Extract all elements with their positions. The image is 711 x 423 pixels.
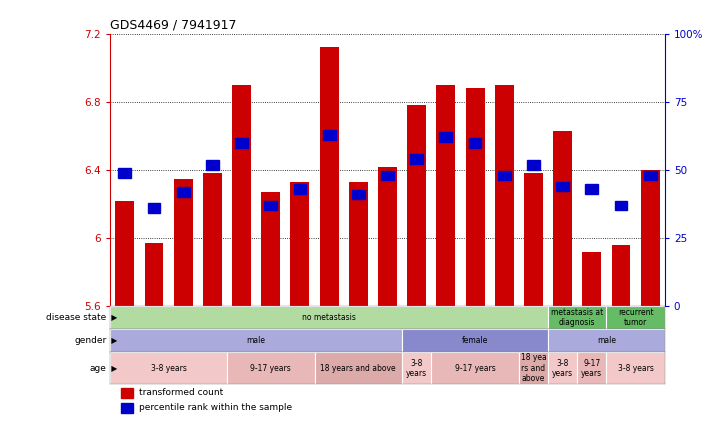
Bar <box>548 352 577 385</box>
Bar <box>290 182 309 306</box>
Bar <box>144 243 164 306</box>
Bar <box>232 85 251 306</box>
Text: age: age <box>90 364 107 373</box>
Bar <box>349 182 368 306</box>
Text: metastasis at
diagnosis: metastasis at diagnosis <box>551 308 604 327</box>
Bar <box>314 352 402 385</box>
Text: 3-8
years: 3-8 years <box>552 359 573 378</box>
Text: female: female <box>462 336 488 345</box>
Bar <box>402 352 432 385</box>
Bar <box>320 47 338 306</box>
Text: 9-17 years: 9-17 years <box>455 364 496 373</box>
Bar <box>548 329 665 352</box>
Text: 3-8 years: 3-8 years <box>618 364 653 373</box>
Text: 3-8
years: 3-8 years <box>406 359 427 378</box>
Bar <box>495 85 514 306</box>
Bar <box>148 203 161 213</box>
Bar <box>115 201 134 306</box>
Text: recurrent
tumor: recurrent tumor <box>618 308 653 327</box>
Text: 9-17 years: 9-17 years <box>250 364 291 373</box>
Text: no metastasis: no metastasis <box>302 313 356 322</box>
Bar <box>469 138 481 148</box>
Bar <box>614 201 627 210</box>
Bar <box>381 170 394 181</box>
Bar <box>402 329 548 352</box>
Text: ▶: ▶ <box>109 336 117 345</box>
Bar <box>577 352 606 385</box>
Text: male: male <box>597 336 616 345</box>
Bar <box>118 168 132 178</box>
Text: gender: gender <box>75 336 107 345</box>
Bar <box>611 245 631 306</box>
Bar <box>439 132 452 142</box>
Bar <box>206 160 219 170</box>
Bar <box>122 403 134 413</box>
Bar <box>466 88 485 306</box>
Text: disease state: disease state <box>46 313 107 322</box>
Text: male: male <box>247 336 266 345</box>
Bar <box>606 352 665 385</box>
Bar <box>323 130 336 140</box>
Bar <box>606 306 665 329</box>
Bar <box>556 181 569 191</box>
Text: 18 years and above: 18 years and above <box>321 364 396 373</box>
Bar <box>203 173 222 306</box>
Bar <box>407 105 426 306</box>
Bar <box>641 170 660 306</box>
Bar <box>122 387 134 398</box>
Bar <box>110 329 402 352</box>
Bar <box>519 352 548 385</box>
Text: 9-17
years: 9-17 years <box>582 359 602 378</box>
Bar <box>177 187 190 197</box>
Bar <box>410 154 423 164</box>
Text: ▶: ▶ <box>109 364 117 373</box>
Bar <box>582 252 602 306</box>
Bar <box>227 352 314 385</box>
Bar <box>110 352 227 385</box>
Bar <box>524 173 543 306</box>
Text: transformed count: transformed count <box>139 388 223 397</box>
Bar <box>378 167 397 306</box>
Bar <box>173 179 193 306</box>
Bar <box>643 170 657 181</box>
Bar <box>585 184 598 194</box>
Text: 3-8 years: 3-8 years <box>151 364 186 373</box>
Bar <box>527 160 540 170</box>
Bar <box>352 190 365 200</box>
Bar <box>264 201 277 210</box>
Text: percentile rank within the sample: percentile rank within the sample <box>139 404 292 412</box>
Text: GDS4469 / 7941917: GDS4469 / 7941917 <box>110 18 237 31</box>
Bar <box>261 192 280 306</box>
Bar <box>498 170 510 181</box>
Text: 18 yea
rs and
above: 18 yea rs and above <box>520 353 546 383</box>
Bar <box>437 85 455 306</box>
Bar <box>553 131 572 306</box>
Bar <box>548 306 606 329</box>
Bar <box>235 138 248 148</box>
Text: ▶: ▶ <box>109 313 117 322</box>
Bar <box>432 352 519 385</box>
Bar <box>110 306 548 329</box>
Bar <box>294 184 306 194</box>
